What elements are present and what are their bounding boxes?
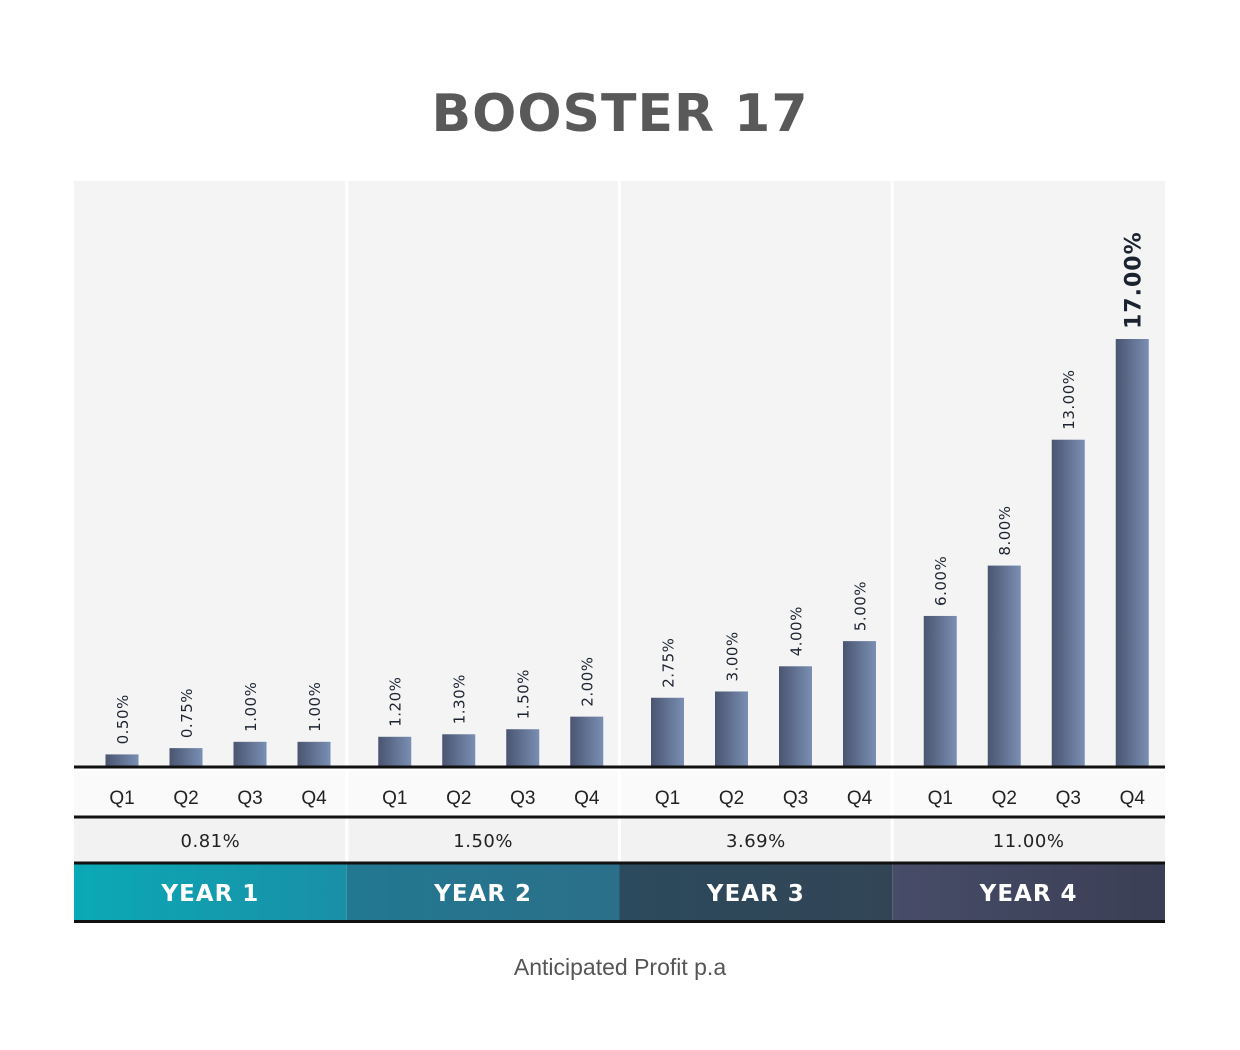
quarter-tick-label: Q4 bbox=[301, 788, 327, 809]
quarter-tick-label: Q3 bbox=[237, 788, 262, 809]
chart-title: BOOSTER 17 bbox=[431, 84, 809, 144]
bar bbox=[297, 741, 331, 767]
year-label: YEAR 2 bbox=[433, 881, 532, 907]
bar-value-label: 13.00% bbox=[1060, 370, 1078, 430]
bar-value-label: 1.00% bbox=[306, 682, 324, 732]
year-label: YEAR 4 bbox=[979, 881, 1078, 907]
quarter-tick-label: Q4 bbox=[574, 788, 600, 809]
bar bbox=[987, 565, 1021, 767]
quarter-tick-label: Q2 bbox=[992, 788, 1017, 809]
bar-value-label: 8.00% bbox=[996, 505, 1014, 555]
bar-value-label: 0.75% bbox=[178, 688, 196, 738]
bar-value-label: 2.75% bbox=[660, 638, 678, 688]
bar bbox=[378, 736, 412, 767]
quarter-tick-label: Q4 bbox=[847, 788, 873, 809]
quarter-tick-label: Q3 bbox=[783, 788, 808, 809]
quarter-tick-label: Q3 bbox=[1056, 788, 1081, 809]
bar bbox=[651, 697, 684, 767]
bar bbox=[442, 734, 476, 767]
quarter-tick-label: Q1 bbox=[382, 788, 407, 809]
quarter-tick-label: Q1 bbox=[928, 788, 953, 809]
bar-value-label: 1.30% bbox=[451, 674, 469, 724]
bar-value-label: 4.00% bbox=[788, 606, 806, 656]
bar bbox=[779, 666, 812, 767]
bar-value-label: 2.00% bbox=[579, 656, 597, 706]
year-average-label: 3.69% bbox=[726, 831, 786, 852]
year-band bbox=[74, 864, 347, 921]
year-band bbox=[346, 864, 620, 921]
year-band bbox=[892, 864, 1165, 921]
bar-value-label: 3.00% bbox=[724, 631, 742, 681]
year-band bbox=[619, 864, 893, 921]
bar bbox=[233, 741, 267, 767]
bar bbox=[715, 691, 748, 767]
bar bbox=[169, 748, 203, 767]
bar-value-label: 5.00% bbox=[852, 581, 870, 631]
year-label: YEAR 3 bbox=[706, 881, 805, 907]
quarter-tick-label: Q3 bbox=[510, 788, 535, 809]
quarter-tick-label: Q4 bbox=[1120, 788, 1146, 809]
x-axis-label: Anticipated Profit p.a bbox=[513, 954, 727, 980]
bar bbox=[570, 716, 604, 767]
quarter-tick-label: Q2 bbox=[446, 788, 471, 809]
quarter-tick-label: Q1 bbox=[655, 788, 680, 809]
bar-value-label: 17.00% bbox=[1121, 231, 1146, 329]
bar-value-label: 1.20% bbox=[387, 677, 405, 727]
bar bbox=[105, 754, 139, 767]
year-label: YEAR 1 bbox=[160, 881, 259, 907]
quarter-tick-label: Q2 bbox=[719, 788, 744, 809]
quarter-tick-label: Q1 bbox=[109, 788, 134, 809]
year-average-label: 11.00% bbox=[993, 831, 1065, 852]
year-average-label: 1.50% bbox=[453, 831, 513, 852]
bar bbox=[1051, 439, 1085, 767]
year-average-label: 0.81% bbox=[181, 831, 241, 852]
bar-value-label: 1.00% bbox=[242, 682, 260, 732]
bar bbox=[1115, 339, 1149, 767]
bar-value-label: 0.50% bbox=[114, 694, 132, 744]
bar bbox=[923, 615, 957, 767]
quarter-tick-label: Q2 bbox=[173, 788, 198, 809]
bar-value-label: 6.00% bbox=[932, 556, 950, 606]
bar-value-label: 1.50% bbox=[515, 669, 533, 719]
bar bbox=[506, 729, 540, 767]
bar bbox=[843, 641, 876, 767]
